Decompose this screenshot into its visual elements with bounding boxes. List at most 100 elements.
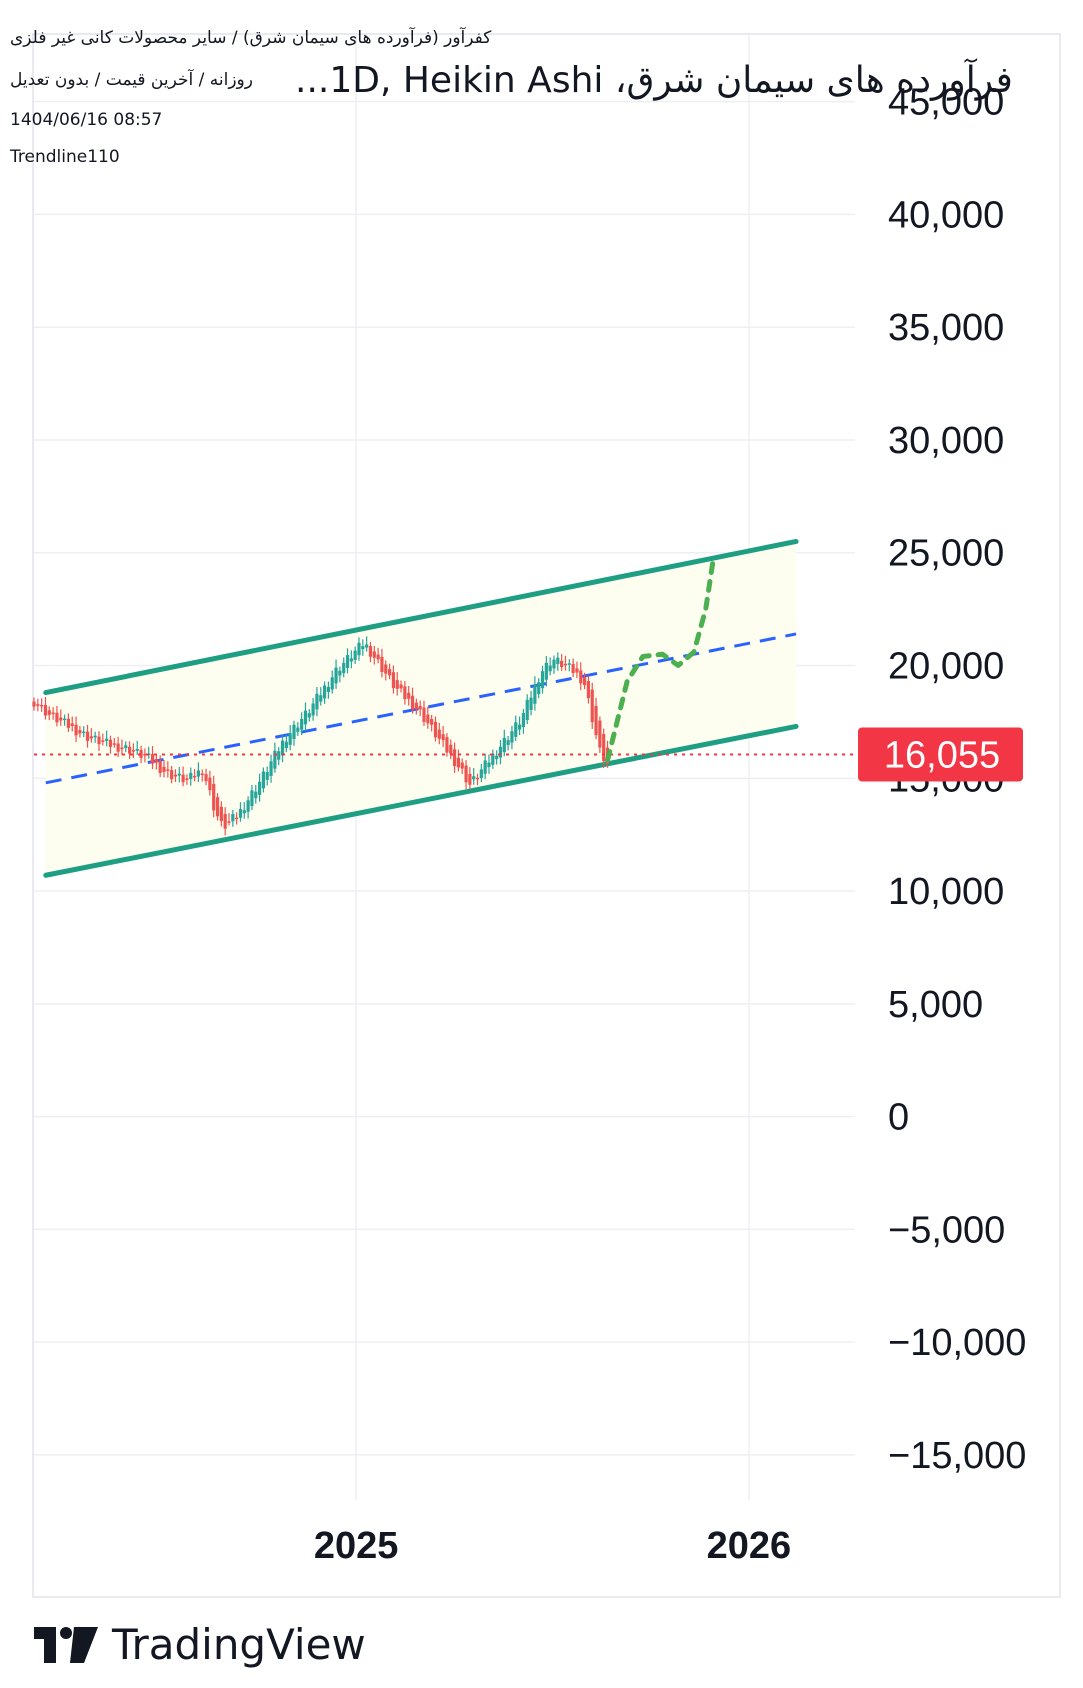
candle-body — [93, 735, 97, 738]
candle-body — [483, 760, 487, 774]
candle-body — [196, 770, 201, 777]
candle-body — [514, 722, 518, 737]
candle-body — [506, 740, 510, 745]
candle-body — [384, 664, 388, 674]
candle-body — [280, 740, 285, 756]
candle-body — [265, 772, 269, 780]
candle-body — [433, 721, 438, 738]
candle-body — [204, 774, 208, 782]
candle-body — [40, 705, 44, 707]
candle-body — [387, 669, 392, 676]
candle-body — [185, 778, 189, 780]
candle-body — [464, 765, 468, 783]
x-tick-label: 2026 — [707, 1525, 792, 1567]
candle-body — [288, 733, 292, 745]
candle-body — [43, 705, 48, 716]
candle-body — [376, 654, 380, 660]
candle-body — [131, 750, 136, 752]
candle-body — [357, 642, 361, 656]
candle-body — [89, 736, 93, 739]
candle-body — [460, 762, 464, 769]
candle-body — [166, 769, 170, 771]
candle-body — [97, 736, 101, 745]
candle-body — [322, 685, 327, 699]
candle-body — [590, 689, 594, 723]
candle-body — [602, 734, 606, 762]
candle-body — [215, 797, 220, 817]
last-price-badge — [858, 727, 1023, 782]
candle-body — [62, 718, 67, 721]
candle-body — [120, 747, 124, 750]
candle-body — [437, 729, 441, 739]
candle-body — [273, 750, 277, 769]
candle-body — [598, 720, 602, 748]
candles — [32, 636, 610, 836]
candle-body — [365, 644, 369, 648]
tradingview-logo[interactable]: TradingView — [34, 1620, 366, 1669]
candle-body — [391, 672, 396, 689]
candle-body — [82, 731, 86, 734]
candle-body — [242, 810, 246, 814]
y-tick-label: −10,000 — [888, 1322, 1026, 1364]
candle-body — [414, 702, 418, 710]
candle-body — [575, 668, 579, 673]
candle-body — [315, 693, 319, 710]
y-tick-label: 35,000 — [888, 307, 1004, 349]
candle-body — [101, 740, 105, 742]
candle-body — [55, 712, 59, 723]
candle-body — [472, 776, 476, 780]
candle-body — [510, 731, 514, 743]
price-axis[interactable]: 45,00040,00035,00030,00025,00020,00015,0… — [888, 82, 1026, 1477]
candle-body — [372, 651, 376, 658]
candle-body — [579, 670, 583, 684]
candle-body — [257, 781, 262, 795]
candle-body — [158, 760, 162, 773]
y-tick-label: −15,000 — [888, 1435, 1026, 1477]
candle-body — [189, 772, 193, 779]
candle-body — [105, 738, 109, 741]
tradingview-logo-icon — [34, 1626, 98, 1663]
candle-body — [254, 791, 258, 799]
candle-body — [227, 821, 231, 823]
x-tick-label: 2025 — [314, 1525, 399, 1567]
y-tick-label: −5,000 — [888, 1209, 1005, 1251]
candle-body — [537, 682, 541, 695]
channel-lower-line — [43, 723, 799, 878]
candle-body — [560, 660, 564, 668]
candle-body — [250, 790, 254, 807]
candle-body — [74, 724, 78, 736]
author-name[interactable]: Trendline110 — [10, 147, 120, 167]
time-axis[interactable]: 2025 2026 — [314, 1525, 791, 1567]
candle-body — [567, 663, 571, 665]
candle-body — [181, 774, 185, 783]
channel-upper-line — [43, 538, 799, 696]
chart-settings-line: روزانه / آخرین قیمت / بدون تعدیل — [10, 70, 253, 90]
candle-body — [307, 713, 311, 718]
y-tick-label: 25,000 — [888, 533, 1004, 575]
last-price-value: 16,055 — [884, 734, 1000, 776]
candle-body — [139, 749, 143, 758]
y-tick-label: 10,000 — [888, 871, 1004, 913]
candle-body — [36, 704, 40, 706]
candle-body — [410, 695, 415, 710]
candle-body — [418, 705, 422, 710]
candle-body — [135, 749, 139, 751]
candle-body — [59, 717, 63, 721]
candle-body — [277, 751, 281, 760]
publish-datetime: 1404/06/16 08:57 — [10, 110, 163, 130]
candle-body — [162, 766, 166, 772]
candle-body — [487, 762, 491, 768]
candle-body — [319, 695, 323, 702]
candle-body — [502, 737, 506, 753]
candle-body — [456, 757, 461, 768]
candle-body — [552, 659, 556, 669]
candle-body — [521, 713, 526, 728]
y-tick-label: 40,000 — [888, 194, 1004, 236]
candle-body — [498, 746, 503, 758]
candle-body — [303, 710, 308, 725]
candle-body — [261, 771, 266, 789]
candle-body — [66, 718, 71, 728]
candle-body — [441, 734, 445, 741]
candle-body — [548, 665, 552, 672]
